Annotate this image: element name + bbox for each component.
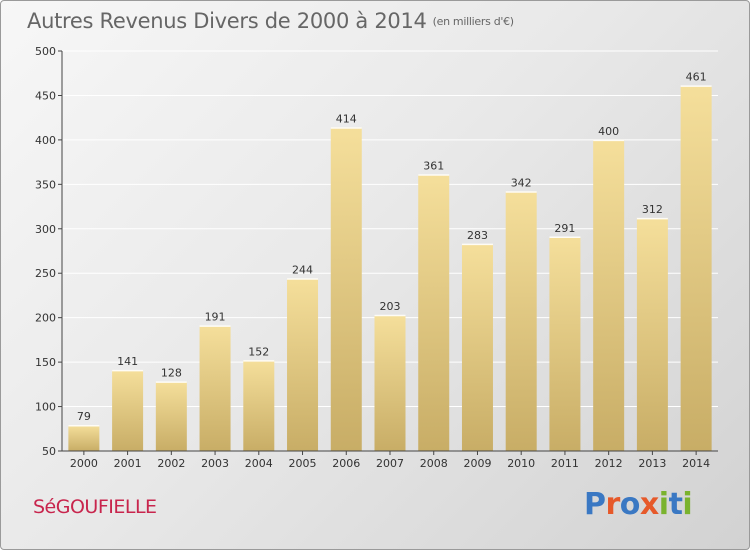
y-tick-label: 500 bbox=[35, 45, 56, 58]
x-tick-label: 2004 bbox=[245, 457, 273, 470]
bar bbox=[418, 174, 450, 452]
y-tick-label: 50 bbox=[42, 445, 56, 458]
chart-title-text: Autres Revenus Divers de 2000 à 2014 bbox=[27, 9, 427, 33]
x-tick-label: 2005 bbox=[289, 457, 317, 470]
bar-value-label: 283 bbox=[467, 229, 488, 242]
bar-value-label: 291 bbox=[554, 222, 575, 235]
bar bbox=[593, 139, 625, 451]
logo-letter: x bbox=[639, 487, 659, 522]
bar-value-label: 461 bbox=[686, 71, 707, 84]
bar bbox=[680, 85, 712, 452]
x-tick-label: 2010 bbox=[507, 457, 535, 470]
bar bbox=[112, 370, 144, 451]
x-tick-label: 2003 bbox=[201, 457, 229, 470]
bar-value-label: 361 bbox=[423, 160, 444, 173]
y-tick-label: 100 bbox=[35, 401, 56, 414]
bar-value-label: 312 bbox=[642, 203, 663, 216]
logo-letter: o bbox=[619, 487, 641, 522]
bar-value-label: 203 bbox=[380, 300, 401, 313]
bar bbox=[68, 425, 100, 451]
x-tick-label: 2012 bbox=[595, 457, 623, 470]
y-tick-label: 350 bbox=[35, 178, 56, 191]
y-tick-label: 250 bbox=[35, 267, 56, 280]
x-tick-label: 2007 bbox=[376, 457, 404, 470]
bar-value-label: 141 bbox=[117, 355, 138, 368]
bar-value-label: 244 bbox=[292, 264, 313, 277]
bar bbox=[549, 236, 581, 451]
chart-subtitle: (en milliers d'€) bbox=[432, 15, 514, 28]
x-tick-label: 2013 bbox=[638, 457, 666, 470]
bar bbox=[505, 191, 537, 451]
bar-value-label: 79 bbox=[77, 410, 91, 423]
x-tick-label: 2000 bbox=[70, 457, 98, 470]
bar bbox=[636, 218, 668, 451]
y-tick-label: 200 bbox=[35, 312, 56, 325]
bar bbox=[374, 315, 406, 451]
bar-value-label: 414 bbox=[336, 112, 357, 125]
x-tick-label: 2014 bbox=[682, 457, 710, 470]
x-tick-label: 2008 bbox=[420, 457, 448, 470]
logo-letter: P bbox=[584, 487, 606, 522]
proxiti-logo[interactable]: Proxiti bbox=[584, 487, 693, 522]
bar bbox=[199, 325, 231, 451]
chart-title: Autres Revenus Divers de 2000 à 2014 (en … bbox=[27, 9, 514, 33]
logo-letter: t bbox=[668, 487, 683, 522]
bar-value-label: 342 bbox=[511, 176, 532, 189]
y-tick-label: 150 bbox=[35, 356, 56, 369]
bar bbox=[243, 360, 275, 451]
bar bbox=[330, 127, 362, 451]
logo-letter: i bbox=[682, 487, 693, 522]
bar-value-label: 152 bbox=[248, 345, 269, 358]
y-tick-label: 300 bbox=[35, 223, 56, 236]
bar-value-label: 128 bbox=[161, 367, 182, 380]
x-tick-label: 2006 bbox=[332, 457, 360, 470]
bar bbox=[287, 278, 319, 451]
bar bbox=[155, 381, 187, 451]
x-tick-label: 2009 bbox=[463, 457, 491, 470]
bar-value-label: 400 bbox=[598, 125, 619, 138]
x-tick-label: 2001 bbox=[114, 457, 142, 470]
x-tick-label: 2002 bbox=[157, 457, 185, 470]
x-tick-label: 2011 bbox=[551, 457, 579, 470]
logo-letter: r bbox=[605, 487, 621, 522]
y-tick-label: 450 bbox=[35, 89, 56, 102]
bar-value-label: 191 bbox=[205, 311, 226, 324]
logo-letter: i bbox=[658, 487, 669, 522]
y-tick-label: 400 bbox=[35, 134, 56, 147]
bar bbox=[461, 243, 493, 451]
commune-name: SéGOUFIELLE bbox=[33, 496, 157, 518]
